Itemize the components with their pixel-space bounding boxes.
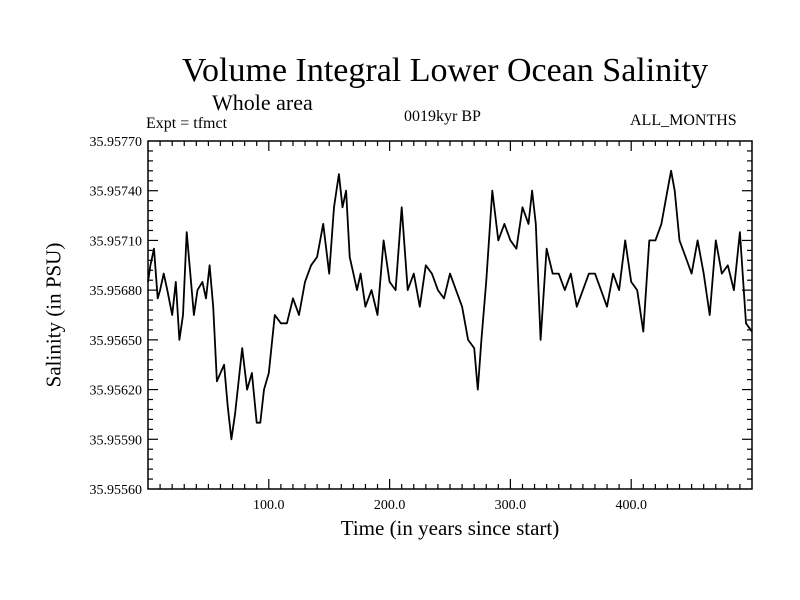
chart-title: Volume Integral Lower Ocean Salinity xyxy=(181,52,709,89)
y-tick-label: 35.95770 xyxy=(90,135,143,150)
y-tick-label: 35.95590 xyxy=(90,433,143,448)
experiment-label: Expt = tfmct xyxy=(146,115,228,132)
y-tick-label: 35.95740 xyxy=(90,185,143,200)
y-tick-label: 35.95560 xyxy=(90,483,143,498)
chart-subtitle: Whole area xyxy=(212,90,313,115)
x-tick-label: 200.0 xyxy=(374,498,406,513)
y-tick-label: 35.95680 xyxy=(90,284,143,299)
y-tick-label: 35.95710 xyxy=(90,234,143,249)
x-tick-label: 100.0 xyxy=(253,498,285,513)
y-tick-label: 35.95650 xyxy=(90,334,143,349)
x-axis-label: Time (in years since start) xyxy=(340,516,560,540)
y-axis-label: Salinity (in PSU) xyxy=(41,242,66,388)
x-tick-label: 400.0 xyxy=(615,498,647,513)
y-tick-label: 35.95620 xyxy=(90,384,143,399)
axis-ticks xyxy=(148,141,752,489)
period-label: 0019kyr BP xyxy=(404,108,481,125)
salinity-series-line xyxy=(147,169,753,441)
tick-labels: 100.0 200.0 300.0 400.0 35.95560 35.95590 35.9… xyxy=(90,135,647,513)
months-label: ALL_MONTHS xyxy=(630,112,737,129)
plot-frame xyxy=(147,140,753,490)
x-tick-label: 300.0 xyxy=(495,498,527,513)
